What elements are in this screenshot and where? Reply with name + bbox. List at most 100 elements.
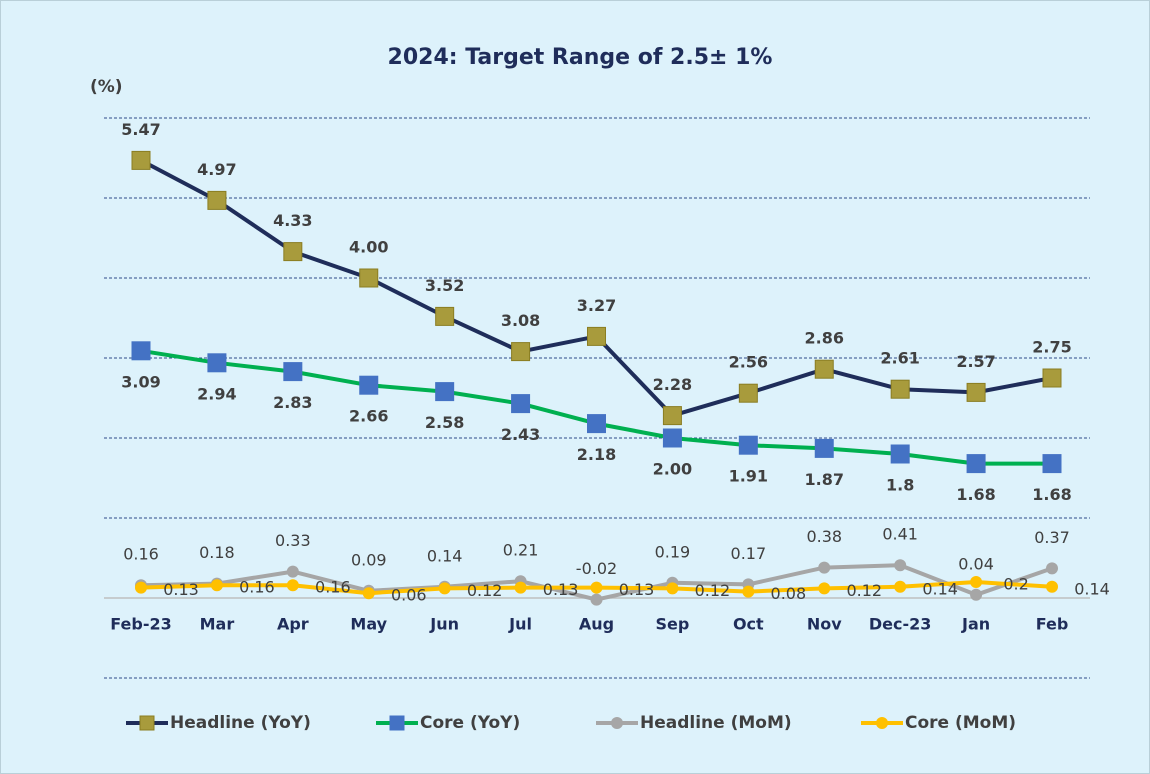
data-label: 2.61 — [880, 349, 919, 368]
data-point — [738, 383, 758, 403]
data-point — [286, 565, 299, 578]
data-point — [511, 342, 531, 362]
x-tick-label: Sep — [656, 615, 690, 634]
x-tick-label: Feb — [1036, 615, 1069, 634]
data-label: 4.33 — [273, 211, 312, 230]
legend-label: Headline (YoY) — [170, 713, 311, 733]
data-point — [818, 582, 831, 595]
x-tick-label: Dec-23 — [869, 615, 932, 634]
data-label: 0.13 — [619, 580, 655, 599]
data-point — [362, 587, 375, 600]
data-label: 3.09 — [121, 372, 160, 391]
data-point — [890, 444, 910, 464]
data-label: 2.57 — [956, 352, 995, 371]
data-point — [207, 190, 227, 210]
legend-marker — [611, 717, 623, 729]
data-point — [514, 581, 527, 594]
data-label: 0.38 — [806, 527, 842, 546]
data-label: -0.02 — [576, 559, 617, 578]
data-point — [966, 382, 986, 402]
data-label: 0.14 — [922, 579, 958, 598]
data-point — [890, 379, 910, 399]
data-label: 0.13 — [163, 580, 199, 599]
data-point — [283, 362, 303, 382]
legend-marker — [139, 715, 155, 731]
data-point — [742, 585, 755, 598]
data-label: 0.2 — [1003, 575, 1028, 594]
chart-title: 2024: Target Range of 2.5± 1% — [388, 45, 773, 70]
data-label: 3.08 — [501, 311, 540, 330]
data-label: 0.37 — [1034, 528, 1070, 547]
data-point — [970, 576, 983, 588]
data-label: 0.12 — [846, 581, 882, 600]
data-label: 2.18 — [577, 445, 616, 464]
data-point — [438, 582, 451, 595]
data-point — [814, 359, 834, 379]
data-point — [435, 382, 455, 402]
data-point — [966, 454, 986, 474]
data-label: 0.04 — [958, 554, 994, 573]
x-tick-label: Mar — [200, 615, 235, 634]
data-point — [738, 435, 758, 455]
data-label: 2.66 — [349, 407, 388, 426]
data-label: 0.14 — [427, 546, 463, 565]
data-label: 0.08 — [771, 584, 807, 603]
data-label: 0.12 — [695, 581, 731, 600]
data-point — [207, 353, 227, 373]
data-point — [894, 580, 907, 593]
data-label: 0.06 — [391, 586, 427, 605]
data-label: 2.28 — [653, 375, 692, 394]
x-tick-label: Aug — [579, 615, 614, 634]
data-point — [1046, 580, 1058, 593]
legend-marker — [389, 715, 405, 731]
data-label: 1.68 — [1032, 485, 1071, 504]
data-label: 0.16 — [315, 578, 351, 597]
legend-label: Headline (MoM) — [640, 713, 792, 733]
data-label: 2.75 — [1032, 338, 1071, 357]
data-point — [666, 582, 679, 595]
data-point — [210, 579, 223, 592]
data-point — [970, 588, 983, 601]
data-label: 0.13 — [543, 580, 579, 599]
data-label: 2.94 — [197, 384, 236, 403]
data-point — [894, 559, 907, 572]
data-label: 4.00 — [349, 238, 388, 257]
data-point — [135, 581, 147, 594]
data-label: 5.47 — [121, 120, 160, 139]
data-point — [1046, 562, 1058, 575]
data-label: 0.09 — [351, 550, 387, 569]
data-point — [590, 581, 603, 594]
data-point — [286, 579, 299, 592]
data-label: 0.21 — [503, 541, 539, 560]
data-label: 2.58 — [425, 413, 464, 432]
data-point — [1042, 454, 1062, 474]
data-point — [359, 375, 379, 395]
data-point — [662, 428, 682, 448]
data-point — [435, 306, 455, 326]
x-tick-label: Feb-23 — [110, 615, 172, 634]
x-tick-label: Nov — [807, 615, 842, 634]
data-label: 0.14 — [1074, 579, 1110, 598]
legend-label: Core (YoY) — [420, 713, 520, 733]
data-point — [283, 242, 303, 262]
data-label: 3.27 — [577, 296, 616, 315]
data-label: 1.91 — [729, 467, 768, 486]
data-label: 3.52 — [425, 276, 464, 295]
data-label: 0.17 — [731, 544, 767, 563]
data-label: 0.16 — [123, 545, 159, 564]
data-label: 0.18 — [199, 543, 235, 562]
data-point — [590, 593, 603, 606]
data-label: 2.00 — [653, 460, 692, 479]
data-label: 0.12 — [467, 581, 503, 600]
data-point — [587, 414, 606, 434]
data-point — [511, 394, 531, 414]
x-tick-label: Apr — [277, 615, 309, 634]
data-label: 0.19 — [655, 542, 691, 561]
data-label: 0.41 — [882, 525, 918, 544]
data-label: 1.68 — [956, 485, 995, 504]
y-axis-label: (%) — [90, 77, 123, 97]
x-tick-label: Jun — [429, 615, 459, 634]
x-tick-label: May — [350, 615, 387, 634]
data-label: 2.56 — [729, 353, 768, 372]
